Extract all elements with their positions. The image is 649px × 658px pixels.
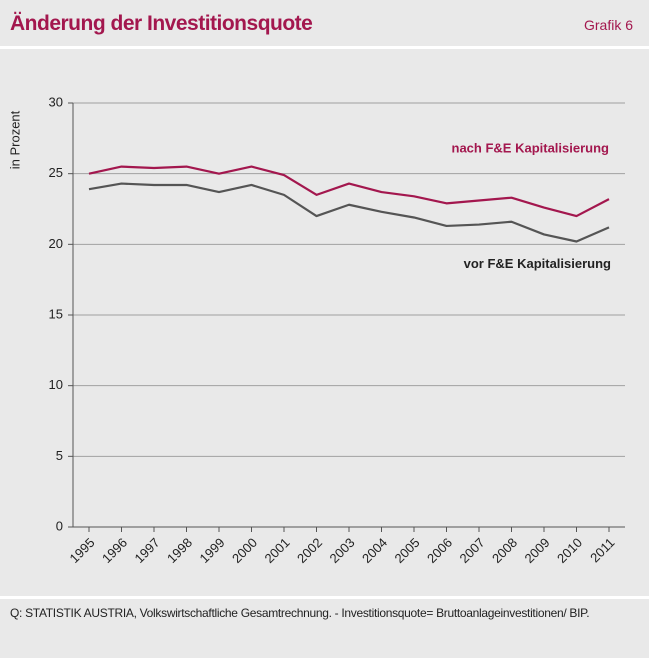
y-axis-label: in Prozent [7, 110, 22, 169]
x-tick-label: 1999 [196, 535, 227, 566]
page-title: Änderung der Investitionsquote [10, 12, 313, 35]
y-tick-label: 25 [49, 165, 63, 180]
chart: in Prozent 0 5 10 15 20 25 30 1995 1996 1997 1998 1… [7, 94, 625, 566]
series-label: nach F&E Kapitalisierung [452, 141, 610, 156]
figure-label: Grafik 6 [583, 17, 633, 33]
series-line [88, 182, 610, 243]
x-tick-label: 2000 [229, 535, 260, 566]
x-tick-label: 2001 [261, 535, 292, 566]
y-tick-label: 15 [49, 306, 63, 321]
x-tick-label: 1995 [66, 535, 97, 566]
series-line [88, 165, 610, 218]
y-tick-label: 10 [49, 377, 63, 392]
x-tick-label: 2005 [391, 535, 422, 566]
x-tick-label: 2003 [326, 535, 357, 566]
series-label: vor F&E Kapitalisierung [464, 256, 611, 271]
x-tick-label: 1997 [131, 535, 162, 566]
y-tick-label: 5 [56, 448, 63, 463]
x-tick-label: 2009 [521, 535, 552, 566]
x-tick-label: 2011 [587, 535, 617, 565]
x-tick-label: 2010 [554, 535, 585, 566]
x-tick-label: 1996 [99, 535, 130, 566]
x-tick-label: 1998 [164, 535, 195, 566]
x-tick-label: 2007 [456, 535, 487, 566]
footer-source: Q: STATISTIK AUSTRIA, Volkswirtschaftlic… [10, 606, 590, 620]
y-tick-label: 30 [49, 94, 63, 109]
x-tick-label: 2008 [489, 535, 520, 566]
x-tick-label: 2006 [424, 535, 455, 566]
y-tick-label: 20 [49, 236, 63, 251]
separator [0, 46, 649, 49]
separator [0, 596, 649, 599]
y-tick-label: 0 [56, 518, 63, 533]
x-tick-label: 2002 [294, 535, 325, 566]
x-tick-label: 2004 [359, 535, 390, 566]
